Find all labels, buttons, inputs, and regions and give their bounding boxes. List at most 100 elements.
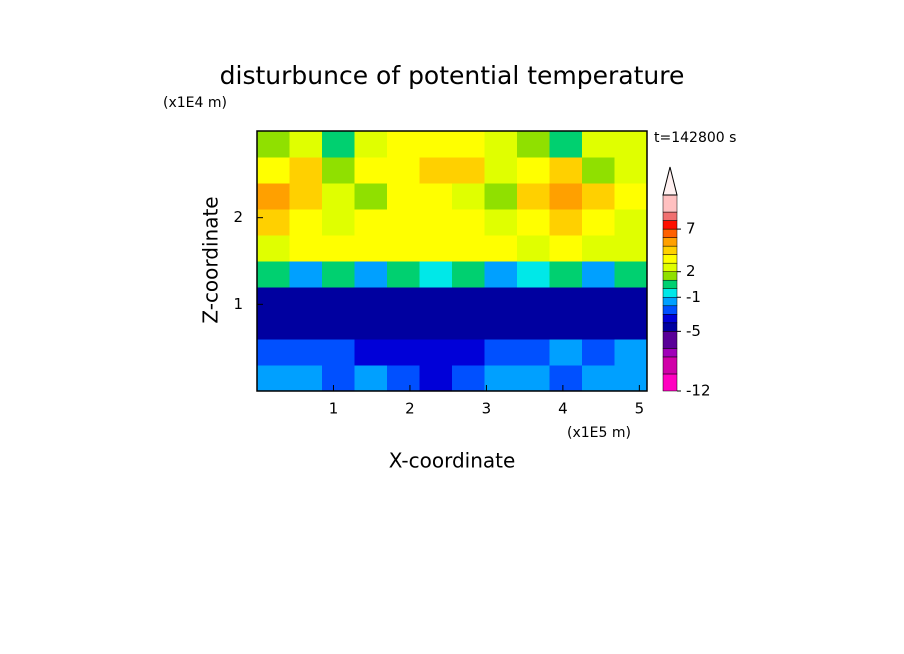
field-cell: [582, 131, 615, 158]
field-cell: [614, 365, 648, 392]
field-cell: [322, 235, 355, 262]
colorbar-segment: [662, 237, 678, 247]
field-cell: [419, 183, 453, 210]
x-tick-label: 2: [405, 400, 415, 418]
colorbar-segment: [662, 194, 678, 213]
colorbar-segment: [662, 305, 678, 315]
time-annotation: t=142800 s: [654, 130, 736, 146]
field-cell: [322, 209, 355, 236]
field-cell: [517, 339, 550, 366]
colorbar-tick-label: -5: [686, 322, 701, 340]
field-cell: [387, 209, 420, 236]
field-cell: [257, 313, 290, 340]
field-cell: [322, 339, 355, 366]
field-cell: [452, 339, 485, 366]
plot-frame: [256, 130, 648, 392]
colorbar-segment: [662, 322, 678, 332]
field-cell: [517, 183, 550, 210]
field-cell: [549, 131, 583, 158]
y-axis-label: Z-coordinate: [199, 196, 223, 323]
field-cell: [452, 287, 485, 314]
field-cell: [322, 157, 355, 184]
field-cell: [614, 157, 648, 184]
field-cell: [582, 183, 615, 210]
colorbar-tick-label: -12: [686, 382, 711, 400]
field-cell: [322, 287, 355, 314]
field-cell: [549, 209, 583, 236]
colorbar-segment: [662, 331, 678, 349]
field-cell: [484, 339, 518, 366]
field-cell: [387, 339, 420, 366]
colorbar-segment: [662, 220, 678, 230]
colorbar-tick-label: 7: [686, 220, 696, 238]
field-cell: [289, 261, 323, 288]
field-cell: [549, 157, 583, 184]
field-cell: [517, 287, 550, 314]
x-tick-label: 3: [482, 400, 492, 418]
field-cell: [549, 183, 583, 210]
chart-title: disturbunce of potential temperature: [220, 61, 685, 90]
field-cell: [517, 157, 550, 184]
field-cell: [387, 131, 420, 158]
field-cell: [614, 183, 648, 210]
field-cell: [549, 235, 583, 262]
field-cell: [354, 183, 388, 210]
field-cell: [517, 235, 550, 262]
field-cell: [419, 131, 453, 158]
field-cell: [517, 209, 550, 236]
field-cell: [452, 313, 485, 340]
field-cell: [257, 157, 290, 184]
field-cell: [582, 339, 615, 366]
field-cell: [354, 157, 388, 184]
field-cell: [582, 261, 615, 288]
colorbar-segment: [662, 314, 678, 324]
field-cell: [452, 365, 485, 392]
field-cell: [452, 209, 485, 236]
field-cell: [419, 339, 453, 366]
field-cell: [257, 235, 290, 262]
field-cell: [517, 365, 550, 392]
field-cell: [484, 287, 518, 314]
field-cell: [257, 339, 290, 366]
field-cell: [289, 209, 323, 236]
field-cell: [419, 235, 453, 262]
field-cell: [387, 287, 420, 314]
field-cell: [582, 287, 615, 314]
field-cell: [517, 261, 550, 288]
field-cell: [354, 339, 388, 366]
field-cell: [517, 131, 550, 158]
field-cell: [517, 313, 550, 340]
colorbar-tick-label: -1: [686, 288, 701, 306]
colorbar-tick-label: 2: [686, 262, 696, 280]
field-cell: [549, 365, 583, 392]
field-cell: [419, 261, 453, 288]
field-cell: [484, 209, 518, 236]
field-cell: [289, 365, 323, 392]
field-cell: [549, 313, 583, 340]
y-tick-label: 2: [233, 208, 243, 226]
field-cell: [484, 261, 518, 288]
field-cell: [354, 365, 388, 392]
field-cell: [484, 313, 518, 340]
field-cell: [322, 365, 355, 392]
field-cell: [387, 157, 420, 184]
field-cell: [289, 131, 323, 158]
field-cell: [354, 131, 388, 158]
field-cell: [452, 261, 485, 288]
field-cell: [257, 131, 290, 158]
field-cell: [257, 365, 290, 392]
field-cell: [387, 235, 420, 262]
field-cell: [614, 261, 648, 288]
field-cell: [549, 287, 583, 314]
field-cell: [322, 313, 355, 340]
field-cell: [614, 131, 648, 158]
field-cell: [452, 235, 485, 262]
field-cell: [549, 339, 583, 366]
x-tick-label: 5: [635, 400, 645, 418]
colorbar-segment: [662, 245, 678, 255]
field-cell: [614, 235, 648, 262]
field-cell: [289, 313, 323, 340]
colorbar-segment: [662, 297, 678, 307]
colorbar-segment: [662, 288, 678, 298]
field-cell: [289, 287, 323, 314]
